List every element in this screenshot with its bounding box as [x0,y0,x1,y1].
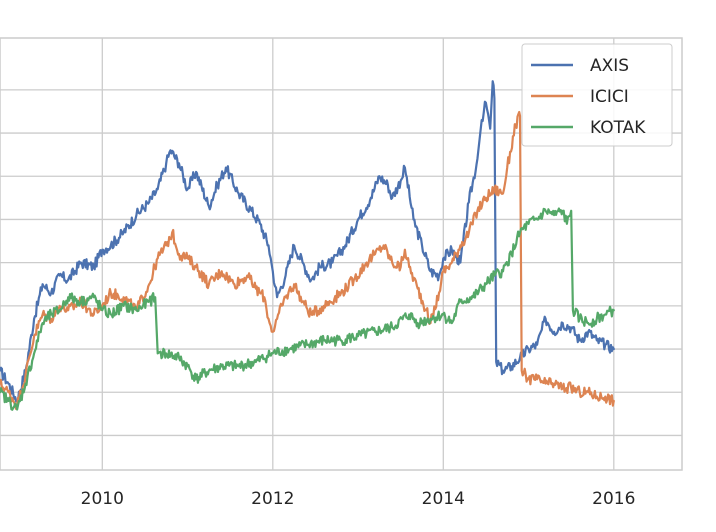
x-axis-tick-labels: 2010 2012 2014 2016 [81,489,636,509]
x-tick-label-2016: 2016 [592,489,635,509]
series-line-axis [0,80,615,404]
legend: AXIS ICICI KOTAK [521,43,673,147]
series-lines [0,80,615,411]
x-tick-label-2012: 2012 [251,489,294,509]
x-tick-label-2010: 2010 [81,489,124,509]
series-line-kotak [0,207,615,411]
x-tick-label-2014: 2014 [422,489,465,509]
legend-box [521,43,673,147]
legend-label-kotak: KOTAK [590,118,646,138]
legend-label-icici: ICICI [590,87,629,107]
legend-label-axis: AXIS [590,56,629,76]
